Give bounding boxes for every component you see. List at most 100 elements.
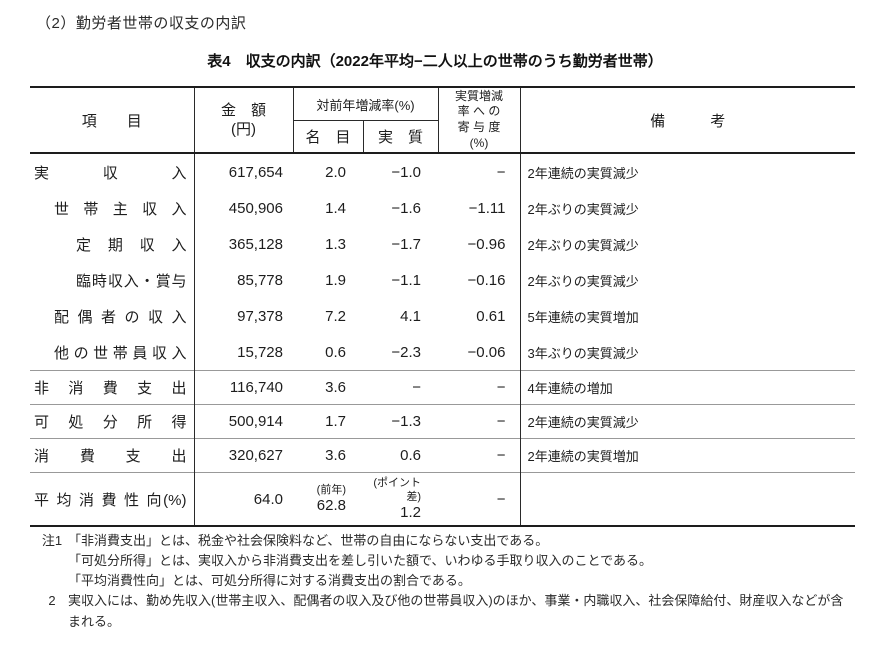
table-row: 定 期 収 入 365,128 1.3 −1.7 −0.96 2年ぶりの実質減少	[30, 226, 855, 262]
table-header: 項 目 金 額 (円) 対前年増減率(%) 実質増減 率 へ の 寄 与 度 (…	[30, 87, 855, 153]
col-header-yoy: 対前年増減率(%)	[293, 87, 439, 121]
item-cell: 可 処 分 所 得	[30, 404, 195, 439]
contribution-cell: −0.16	[467, 271, 506, 289]
amount-cell: 64.0	[194, 472, 293, 526]
table-row: 可 処 分 所 得 500,914 1.7 −1.3 − 2年連続の実質減少	[30, 404, 855, 439]
item-cell: 他の世帯員収入	[30, 334, 195, 371]
statistics-table: 項 目 金 額 (円) 対前年増減率(%) 実質増減 率 へ の 寄 与 度 (…	[30, 86, 855, 527]
nominal-cell: 1.3	[325, 235, 346, 253]
footnote-label: 注1	[41, 533, 63, 548]
footnote-line: 注1 「非消費支出」とは、税金や社会保険料など、世帯の自由にならない支出である。	[36, 531, 846, 551]
nominal-value: 62.8	[316, 497, 346, 515]
col-header-item: 項 目	[30, 87, 195, 153]
remark-cell: 2年ぶりの実質減少	[519, 226, 855, 262]
amount-cell: 617,654	[228, 163, 283, 181]
footnote-label	[36, 551, 68, 571]
item-cell: 定 期 収 入	[30, 226, 195, 262]
real-cell: −1.3	[363, 404, 438, 439]
contribution-cell: −	[438, 404, 520, 439]
real-cell: −1.6	[391, 199, 421, 217]
section-title: （2）勤労者世帯の収支の内訳	[36, 15, 247, 32]
remark-cell: 2年連続の実質減少	[519, 153, 855, 190]
table-title: 表4 収支の内訳（2022年平均−二人以上の世帯のうち勤労者世帯）	[207, 53, 663, 70]
contribution-cell: −	[438, 370, 520, 405]
footnote-line: 2 実収入には、勤め先収入(世帯主収入、配偶者の収入及び他の世帯員収入)のほか、…	[36, 591, 846, 631]
real-value: 1.2	[400, 503, 421, 521]
remark-cell: 4年連続の増加	[519, 370, 855, 405]
item-cell: 非 消 費 支 出	[30, 370, 195, 405]
table-row: 消 費 支 出 320,627 3.6 0.6 − 2年連続の実質増加	[30, 438, 855, 473]
amount-cell: 116,740	[194, 370, 293, 405]
point-diff-note: (ポイント差)	[373, 477, 421, 503]
remark-cell: 2年ぶりの実質減少	[519, 190, 855, 226]
footnote-text: 「非消費支出」とは、税金や社会保険料など、世帯の自由にならない支出である。	[68, 533, 549, 548]
nominal-cell: 2.0	[325, 163, 346, 181]
real-cell: −	[363, 370, 438, 405]
item-cell: 平 均 消 費 性 向(%)	[30, 472, 195, 526]
nominal-cell: 1.4	[325, 199, 346, 217]
contribution-cell: −	[438, 438, 520, 473]
remark-cell: 2年ぶりの実質減少	[519, 262, 855, 298]
footnote-text: 「平均消費性向」とは、可処分所得に対する消費支出の割合である。	[68, 573, 471, 589]
table-row: 実 収 入 617,654 2.0 −1.0 − 2年連続の実質減少	[30, 153, 855, 190]
contribution-cell: 0.61	[476, 307, 506, 325]
nominal-cell: 7.2	[325, 307, 346, 325]
amount-cell: 450,906	[228, 199, 283, 217]
nominal-cell: 1.9	[325, 271, 346, 289]
table-row: 他の世帯員収入 15,728 0.6 −2.3 −0.06 3年ぶりの実質減少	[30, 334, 855, 371]
real-cell: 0.6	[363, 438, 438, 473]
remark-cell: 3年ぶりの実質減少	[519, 334, 855, 371]
item-cell: 配 偶 者 の 収 入	[30, 298, 195, 334]
remark-cell: 2年連続の実質増加	[519, 438, 855, 473]
amount-cell: 500,914	[194, 404, 293, 439]
table-row: 平 均 消 費 性 向(%) 64.0 (前年) 62.8 (ポイント差) 1.…	[30, 472, 855, 526]
item-cell: 臨時収入・賞与	[30, 262, 195, 298]
item-cell: 消 費 支 出	[30, 438, 195, 473]
footnote-label	[36, 571, 68, 591]
contribution-cell: −	[496, 163, 506, 181]
footnote-line: 「平均消費性向」とは、可処分所得に対する消費支出の割合である。	[36, 571, 846, 591]
amount-cell: 97,378	[237, 307, 283, 325]
nominal-cell: (前年) 62.8	[293, 472, 363, 526]
real-cell: 4.1	[400, 307, 421, 325]
table-row: 臨時収入・賞与 85,778 1.9 −1.1 −0.16 2年ぶりの実質減少	[30, 262, 855, 298]
item-cell: 実 収 入	[30, 153, 195, 190]
contribution-cell: −1.11	[468, 199, 506, 217]
col-header-amount: 金 額 (円)	[194, 87, 294, 153]
remark-cell: 5年連続の実質増加	[519, 298, 855, 334]
table-row: 配 偶 者 の 収 入 97,378 7.2 4.1 0.61 5年連続の実質増…	[30, 298, 855, 334]
col-header-real: 実 質	[363, 120, 439, 153]
col-header-contribution: 実質増減 率 へ の 寄 与 度 (%)	[438, 87, 521, 153]
nominal-cell: 0.6	[325, 343, 346, 361]
item-cell: 世 帯 主 収 入	[30, 190, 195, 226]
real-cell: −1.0	[391, 163, 421, 181]
table-row: 非 消 費 支 出 116,740 3.6 − − 4年連続の増加	[30, 370, 855, 405]
remark-cell: 2年連続の実質減少	[519, 404, 855, 439]
real-cell: (ポイント差) 1.2	[363, 472, 438, 526]
real-cell: −2.3	[391, 343, 421, 361]
remark-cell	[519, 472, 855, 526]
real-cell: −1.7	[391, 235, 421, 253]
previous-year-note: (前年)	[316, 483, 346, 496]
nominal-cell: 1.7	[293, 404, 363, 439]
col-header-remarks: 備 考	[650, 112, 726, 130]
contribution-cell: −0.96	[467, 235, 506, 253]
amount-cell: 15,728	[237, 343, 283, 361]
footnote-line: 「可処分所得」とは、実収入から非消費支出を差し引いた額で、いわゆる手取り収入のこ…	[36, 551, 846, 571]
real-cell: −1.1	[391, 271, 421, 289]
col-header-nominal: 名 目	[293, 120, 364, 153]
amount-header-line1: 金 額	[220, 101, 266, 119]
footnotes: 注1 「非消費支出」とは、税金や社会保険料など、世帯の自由にならない支出である。…	[36, 531, 846, 632]
amount-header-line2: (円)	[231, 121, 256, 138]
contribution-cell: −	[438, 472, 520, 526]
amount-cell: 85,778	[237, 271, 283, 289]
footnote-label: 2	[48, 593, 56, 609]
footnote-text: 実収入には、勤め先収入(世帯主収入、配偶者の収入及び他の世帯員収入)のほか、事業…	[68, 593, 844, 629]
amount-cell: 365,128	[228, 235, 283, 253]
table-row: 世 帯 主 収 入 450,906 1.4 −1.6 −1.11 2年ぶりの実質…	[30, 190, 855, 226]
nominal-cell: 3.6	[293, 438, 363, 473]
amount-cell: 320,627	[194, 438, 293, 473]
nominal-cell: 3.6	[293, 370, 363, 405]
contribution-cell: −0.06	[467, 343, 506, 361]
